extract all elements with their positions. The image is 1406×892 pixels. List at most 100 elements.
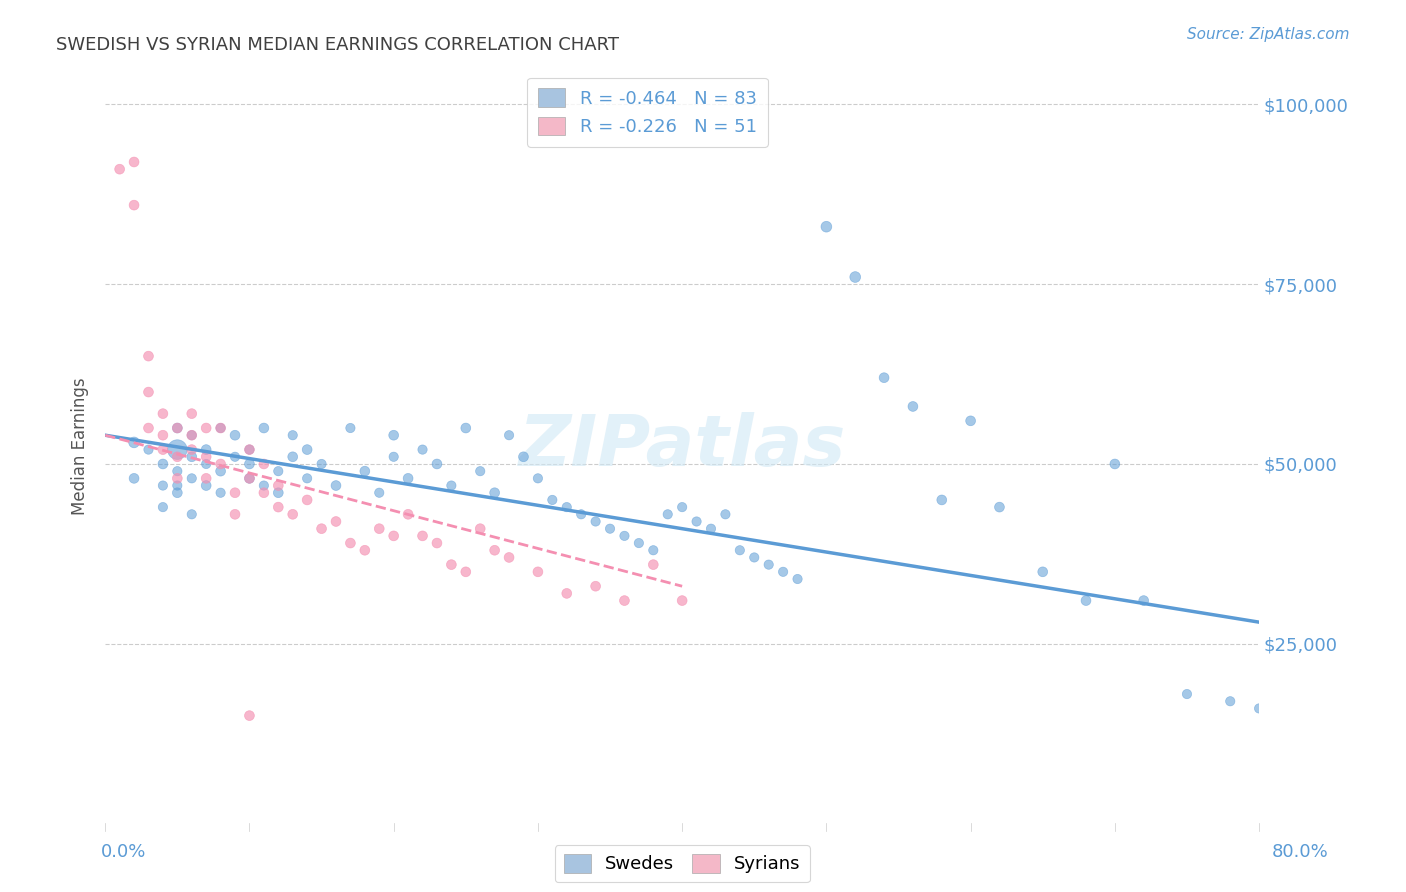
- Point: [180, 428, 202, 442]
- Point: [555, 500, 578, 515]
- Point: [281, 508, 304, 522]
- Point: [267, 485, 290, 500]
- Point: [152, 457, 174, 471]
- Point: [728, 543, 751, 558]
- Point: [122, 471, 145, 485]
- Point: [454, 421, 477, 435]
- Point: [742, 550, 765, 565]
- Text: 80.0%: 80.0%: [1272, 843, 1329, 861]
- Point: [1074, 593, 1097, 607]
- Point: [512, 450, 534, 464]
- Point: [368, 485, 391, 500]
- Point: [166, 421, 188, 435]
- Point: [122, 435, 145, 450]
- Point: [209, 457, 232, 471]
- Point: [295, 492, 318, 507]
- Point: [238, 708, 260, 723]
- Point: [1175, 687, 1198, 701]
- Point: [527, 565, 550, 579]
- Point: [180, 471, 202, 485]
- Point: [643, 543, 665, 558]
- Point: [1104, 457, 1126, 471]
- Point: [267, 478, 290, 492]
- Point: [412, 442, 434, 457]
- Point: [180, 442, 202, 457]
- Point: [152, 478, 174, 492]
- Point: [931, 492, 953, 507]
- Point: [412, 529, 434, 543]
- Point: [253, 485, 276, 500]
- Point: [339, 536, 361, 550]
- Point: [209, 421, 232, 435]
- Point: [209, 464, 232, 478]
- Point: [295, 471, 318, 485]
- Point: [585, 515, 607, 529]
- Point: [815, 219, 838, 234]
- Point: [238, 471, 260, 485]
- Text: SWEDISH VS SYRIAN MEDIAN EARNINGS CORRELATION CHART: SWEDISH VS SYRIAN MEDIAN EARNINGS CORREL…: [56, 36, 619, 54]
- Point: [253, 421, 276, 435]
- Point: [627, 536, 650, 550]
- Point: [440, 558, 463, 572]
- Point: [209, 485, 232, 500]
- Point: [238, 442, 260, 457]
- Point: [224, 450, 246, 464]
- Point: [281, 428, 304, 442]
- Point: [267, 500, 290, 515]
- Point: [786, 572, 808, 586]
- Point: [700, 522, 723, 536]
- Point: [569, 508, 592, 522]
- Point: [325, 478, 347, 492]
- Point: [195, 442, 218, 457]
- Point: [122, 155, 145, 169]
- Point: [152, 442, 174, 457]
- Point: [758, 558, 780, 572]
- Point: [180, 508, 202, 522]
- Point: [152, 428, 174, 442]
- Point: [311, 457, 333, 471]
- Point: [527, 471, 550, 485]
- Point: [1249, 701, 1271, 715]
- Point: [353, 543, 375, 558]
- Point: [195, 457, 218, 471]
- Y-axis label: Median Earnings: Median Earnings: [72, 377, 89, 515]
- Point: [238, 442, 260, 457]
- Point: [138, 442, 160, 457]
- Point: [138, 349, 160, 363]
- Point: [685, 515, 707, 529]
- Point: [152, 500, 174, 515]
- Point: [396, 508, 419, 522]
- Point: [267, 464, 290, 478]
- Point: [585, 579, 607, 593]
- Point: [873, 370, 896, 384]
- Point: [195, 450, 218, 464]
- Point: [901, 400, 924, 414]
- Point: [599, 522, 621, 536]
- Point: [671, 500, 693, 515]
- Point: [613, 529, 636, 543]
- Point: [426, 536, 449, 550]
- Point: [541, 492, 564, 507]
- Text: ZIPatlas: ZIPatlas: [519, 411, 846, 481]
- Text: Source: ZipAtlas.com: Source: ZipAtlas.com: [1187, 27, 1350, 42]
- Point: [1219, 694, 1241, 708]
- Point: [166, 471, 188, 485]
- Point: [138, 385, 160, 400]
- Point: [166, 421, 188, 435]
- Point: [613, 593, 636, 607]
- Point: [166, 442, 188, 457]
- Point: [470, 464, 492, 478]
- Point: [281, 450, 304, 464]
- Point: [224, 508, 246, 522]
- Point: [152, 407, 174, 421]
- Point: [166, 478, 188, 492]
- Point: [643, 558, 665, 572]
- Point: [772, 565, 794, 579]
- Point: [988, 500, 1011, 515]
- Point: [382, 428, 405, 442]
- Point: [195, 471, 218, 485]
- Point: [470, 522, 492, 536]
- Point: [353, 464, 375, 478]
- Point: [382, 529, 405, 543]
- Point: [166, 485, 188, 500]
